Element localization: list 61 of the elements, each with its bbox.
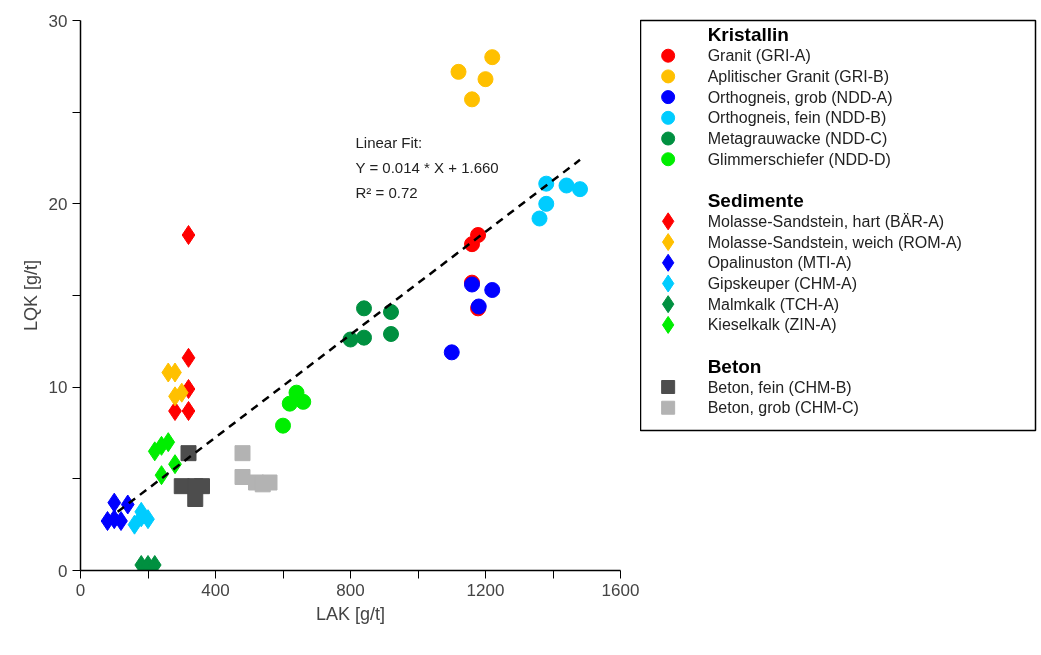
point [443, 344, 460, 361]
legend-label: Gipskeuper (CHM-A) [707, 274, 858, 292]
legend-label: Metagrauwacke (NDD-C) [707, 130, 888, 148]
point [120, 494, 135, 515]
annotation: R² = 0.72 [355, 183, 418, 201]
x-axis-title: LAK [g/t] [315, 603, 386, 624]
legend-label: Kieselkalk (ZIN-A) [707, 316, 837, 334]
point [450, 63, 467, 80]
legend-label: Molasse-Sandstein, weich (ROM-A) [707, 233, 962, 251]
legend-label: Beton, grob (CHM-C) [707, 399, 859, 417]
point [484, 49, 501, 66]
point [161, 432, 176, 453]
point [356, 300, 372, 317]
legend-label: Aplitischer Granit (GRI-B) [707, 67, 890, 85]
text: Beton [707, 355, 762, 377]
legend-label: Malmkalk (TCH-A) [707, 295, 840, 313]
text: Kristallin [707, 24, 789, 46]
point [531, 210, 548, 227]
point [187, 491, 204, 507]
legend-label: Orthogneis, grob (NDD-A) [707, 88, 893, 106]
legend-label: Opalinuston (MTI-A) [707, 254, 852, 272]
legend-label: Orthogneis, fein (NDD-B) [707, 109, 887, 127]
point [572, 181, 588, 198]
point [477, 71, 494, 88]
point [464, 91, 480, 108]
legend-label: Granit (GRI-A) [707, 47, 811, 65]
point [383, 304, 399, 320]
point [538, 195, 555, 212]
y-tick-label: 20 [48, 194, 68, 214]
point [174, 382, 189, 403]
legend-label: Molasse-Sandstein, hart (BÄR-A) [707, 212, 945, 230]
point [168, 401, 182, 421]
legend-label: Glimmerschiefer (NDD-D) [707, 150, 891, 168]
x-tick-label: 400 [201, 580, 230, 600]
text: Sedimente [707, 190, 804, 212]
point [234, 445, 251, 462]
x-tick-label: 1200 [466, 580, 505, 600]
annotation: Y = 0.014 * X + 1.660 [355, 158, 499, 176]
x-tick-label: 0 [75, 580, 86, 600]
point [484, 282, 501, 298]
point [181, 347, 196, 368]
point [114, 511, 128, 531]
y-tick-label: 30 [48, 11, 68, 31]
point [261, 474, 278, 491]
y-tick-label: 10 [48, 378, 68, 398]
point [295, 393, 312, 410]
legend-label: Beton, fein (CHM-B) [707, 378, 852, 396]
point [558, 177, 575, 194]
x-tick-label: 800 [336, 580, 365, 600]
point [356, 329, 372, 346]
point [383, 326, 399, 342]
y-axis-title: LQK [g/t] [20, 259, 41, 332]
point [234, 469, 251, 485]
y-tick-label: 0 [58, 561, 68, 581]
point [275, 417, 291, 434]
point [181, 225, 196, 245]
annotation: Linear Fit: [355, 133, 423, 151]
point [181, 401, 196, 421]
x-tick-label: 1600 [601, 580, 640, 600]
point [107, 492, 122, 513]
point [180, 445, 197, 462]
